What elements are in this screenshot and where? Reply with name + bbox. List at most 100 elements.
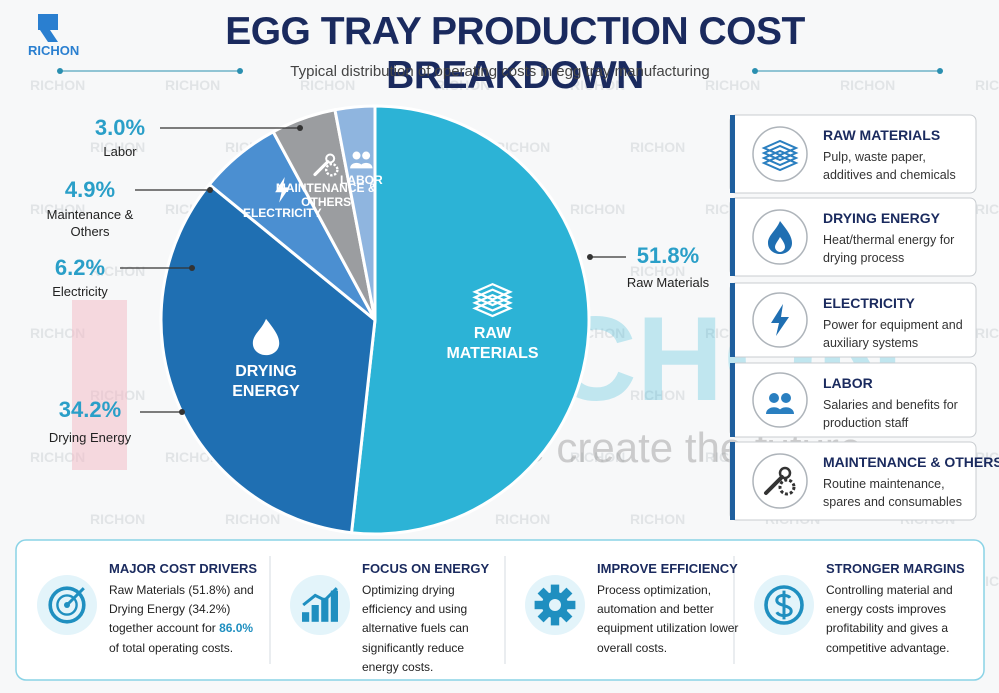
divider-dot <box>57 68 63 74</box>
text-part: Controlling material and energy costs im… <box>826 583 953 655</box>
pie-slice <box>349 104 591 536</box>
icon <box>761 139 799 172</box>
watermark-tile: RICHON <box>630 387 685 403</box>
watermark-tile: RICHON <box>495 511 550 527</box>
summary-title: STRONGER MARGINS <box>826 561 965 576</box>
value-label: 3.0% <box>94 115 146 140</box>
watermark-tile: RICHON <box>630 139 685 155</box>
icon-shape <box>764 585 804 625</box>
watermark-tile: RICHON <box>495 139 550 155</box>
watermark-tile: RICHON <box>90 263 145 279</box>
legend-title: LABOR <box>823 375 873 391</box>
icon-shape <box>48 586 86 624</box>
text-part: Optimizing drying efficiency and using a… <box>362 583 469 674</box>
text-part: 86.0% <box>219 621 254 636</box>
legend-title: MAINTENANCE & OTHERS <box>823 454 999 470</box>
icon <box>252 318 280 356</box>
slice-label: MAINTENANCE & OTHERS <box>275 180 377 210</box>
watermark-tile: RICHON <box>30 201 85 217</box>
icon <box>302 587 338 622</box>
icon <box>768 221 792 254</box>
leader-dot <box>587 254 593 260</box>
icon-shape <box>550 584 560 595</box>
icon <box>472 282 513 318</box>
logo-text: RICHON <box>28 43 79 58</box>
watermark-tile: RICHON <box>165 77 220 93</box>
icon-shape <box>302 587 338 607</box>
summary-title: IMPROVE EFFICIENCY <box>597 561 738 576</box>
icon <box>350 151 373 169</box>
legend-description: Heat/thermal energy for drying process <box>823 233 955 266</box>
icon-shape <box>472 299 513 318</box>
slice-label: RAW MATERIALS <box>446 325 539 362</box>
outer-label: Drying Energy <box>48 430 132 445</box>
icon <box>771 304 789 336</box>
logo-mark <box>38 14 58 42</box>
icon-shape <box>362 151 371 160</box>
icon <box>764 585 804 625</box>
outer-label: Maintenance & Others <box>46 207 134 239</box>
summary-text: Optimizing drying efficiency and using a… <box>362 581 504 677</box>
value-label: 4.9% <box>64 177 116 202</box>
summary-text: Raw Materials (51.8%) and Drying Energy … <box>109 581 259 658</box>
icon-shape <box>352 151 361 160</box>
watermark-tile: RICHON <box>840 77 895 93</box>
pie-slice <box>333 104 377 321</box>
text-part: Raw Materials (51.8%) and Drying Energy … <box>109 583 254 636</box>
icon-shape <box>778 466 792 480</box>
watermark-tile: RICHON <box>975 449 999 465</box>
watermark-tile: RICHON <box>975 201 999 217</box>
icon-shape <box>325 153 336 164</box>
watermark-tile: RICHON <box>90 139 145 155</box>
legend-title: RAW MATERIALS <box>823 127 941 143</box>
slice-label: ELECTRICITY <box>242 205 322 220</box>
leader-dot <box>179 409 185 415</box>
watermark-tile: RICHON <box>300 77 355 93</box>
divider-dot <box>937 68 943 74</box>
value-label: 6.2% <box>54 255 106 280</box>
outer-label: Labor <box>103 144 137 159</box>
watermark-tile: RICHON <box>570 201 625 217</box>
legend-title: ELECTRICITY <box>823 295 915 311</box>
text-part: of total operating costs. <box>109 640 234 655</box>
icon <box>275 177 290 203</box>
outer-label: Raw Materials <box>626 275 710 290</box>
icon <box>534 584 576 626</box>
icon-shape <box>550 615 560 626</box>
icon-shape <box>766 407 794 414</box>
icon-shape <box>65 587 85 607</box>
icon-shape <box>350 162 373 169</box>
icon-shape <box>534 600 545 610</box>
icon <box>48 586 86 624</box>
watermark-tile: RICHON <box>630 263 685 279</box>
legend-card-edge <box>730 115 735 193</box>
icon-shape <box>321 597 329 622</box>
summary-panel <box>15 539 985 681</box>
slice-label: DRYING ENERGY <box>232 363 300 400</box>
legend-description: Salaries and benefits for production sta… <box>823 398 958 431</box>
icon-shape <box>275 177 290 203</box>
watermark-tile: RICHON <box>570 77 625 93</box>
icon <box>764 466 796 496</box>
legend-description: Routine maintenance, spares and consumab… <box>823 477 962 510</box>
watermark-tile: RICHON <box>630 511 685 527</box>
outer-label: Electricity <box>52 284 108 299</box>
icon <box>313 153 339 177</box>
slice-label: LABOR <box>339 173 383 188</box>
icon-shape <box>778 478 796 496</box>
icon-shape <box>472 293 513 312</box>
icon-shape <box>761 149 799 167</box>
divider-dot <box>752 68 758 74</box>
watermark-tile: RICHON <box>90 511 145 527</box>
icon-shape <box>56 594 78 616</box>
legend-card-edge <box>730 442 735 520</box>
legend-card-edge <box>730 283 735 357</box>
summary-text: Process optimization, automation and bet… <box>597 581 739 658</box>
icon-shape <box>311 605 319 622</box>
watermark-tile: RICHON <box>705 77 760 93</box>
icon-shape <box>313 160 330 177</box>
subtitle: Typical distribution of operating costs … <box>290 63 710 80</box>
watermark-tile: RICHON <box>570 449 625 465</box>
watermark-shape <box>72 300 127 470</box>
